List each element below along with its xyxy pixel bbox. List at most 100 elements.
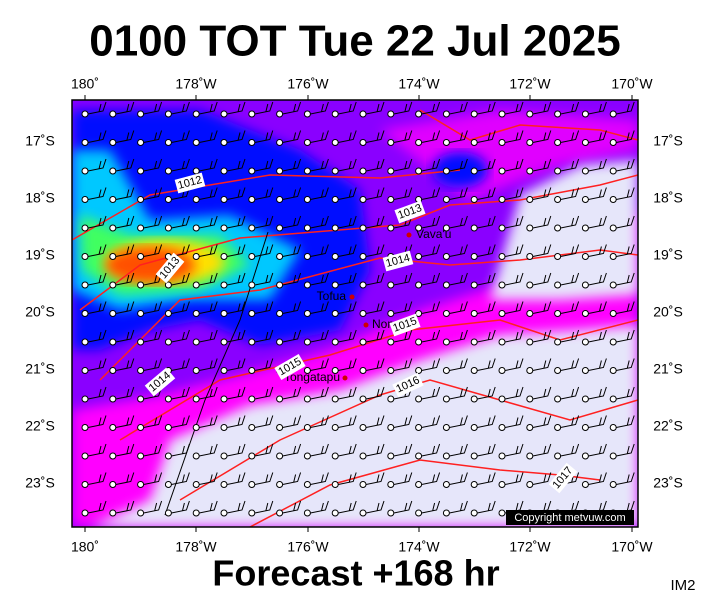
barb bbox=[143, 215, 163, 229]
station bbox=[109, 281, 117, 289]
station bbox=[387, 338, 395, 346]
barb bbox=[449, 187, 468, 200]
station bbox=[276, 481, 284, 488]
barb bbox=[115, 244, 135, 257]
station bbox=[192, 310, 200, 317]
station bbox=[442, 253, 450, 260]
station bbox=[609, 338, 617, 346]
station bbox=[303, 395, 311, 403]
barb bbox=[87, 101, 107, 115]
barb bbox=[449, 443, 468, 457]
lat-label-left: 22˚S bbox=[25, 418, 55, 434]
station bbox=[581, 224, 589, 232]
barb bbox=[365, 301, 385, 314]
station bbox=[248, 338, 256, 346]
station bbox=[192, 481, 200, 488]
barb bbox=[87, 272, 107, 286]
barb bbox=[449, 272, 468, 286]
station bbox=[442, 110, 450, 118]
station bbox=[331, 139, 339, 146]
barb bbox=[171, 101, 190, 115]
station bbox=[442, 338, 450, 346]
station bbox=[220, 310, 228, 317]
barb bbox=[504, 329, 524, 343]
station bbox=[470, 139, 478, 146]
isobar-label-box bbox=[144, 367, 176, 397]
barb bbox=[477, 500, 496, 514]
barb bbox=[421, 386, 441, 400]
isobar-label-box bbox=[394, 200, 426, 224]
station bbox=[81, 253, 89, 260]
barb bbox=[338, 158, 357, 172]
barb bbox=[282, 415, 302, 428]
barb bbox=[532, 301, 552, 314]
lon-label-top: 180˚ bbox=[71, 76, 99, 92]
station bbox=[192, 196, 200, 203]
barb bbox=[199, 187, 218, 200]
barb bbox=[254, 158, 274, 172]
station bbox=[581, 167, 589, 175]
copyright: Copyright metvuw.com bbox=[514, 512, 625, 524]
station bbox=[137, 196, 145, 203]
station bbox=[470, 196, 478, 203]
barb bbox=[254, 215, 274, 229]
station bbox=[81, 224, 89, 232]
station bbox=[387, 509, 395, 517]
station bbox=[276, 338, 284, 346]
isobar-label-box bbox=[548, 462, 578, 494]
barb bbox=[338, 101, 357, 115]
station bbox=[192, 253, 200, 260]
station bbox=[109, 110, 117, 118]
station bbox=[526, 110, 534, 118]
barb bbox=[338, 329, 357, 343]
barb bbox=[504, 358, 524, 371]
barb bbox=[282, 215, 302, 229]
station bbox=[442, 224, 450, 232]
lon-label-top: 176˚W bbox=[287, 76, 329, 92]
station bbox=[609, 110, 617, 118]
station bbox=[470, 481, 478, 488]
station bbox=[276, 310, 284, 317]
barb bbox=[338, 500, 357, 514]
barb bbox=[226, 500, 246, 514]
barb bbox=[226, 244, 246, 257]
map-frame bbox=[71, 99, 639, 528]
station bbox=[331, 281, 339, 289]
barb bbox=[143, 500, 163, 514]
station bbox=[415, 281, 423, 289]
station bbox=[220, 395, 228, 403]
barb bbox=[115, 215, 135, 229]
station bbox=[609, 367, 617, 374]
station bbox=[303, 110, 311, 118]
barb bbox=[310, 386, 329, 400]
station bbox=[81, 338, 89, 346]
barb bbox=[115, 329, 135, 343]
station bbox=[248, 367, 256, 374]
station bbox=[554, 167, 562, 175]
station bbox=[581, 110, 589, 118]
barb bbox=[87, 301, 107, 314]
barb bbox=[254, 386, 274, 400]
barb bbox=[310, 244, 329, 257]
barb bbox=[421, 215, 441, 229]
barb bbox=[310, 358, 329, 371]
station bbox=[220, 139, 228, 146]
station bbox=[81, 424, 89, 431]
station bbox=[81, 110, 89, 118]
barb bbox=[171, 472, 190, 485]
station bbox=[192, 367, 200, 374]
barb bbox=[226, 443, 246, 457]
barb bbox=[143, 187, 163, 200]
station bbox=[220, 281, 228, 289]
station bbox=[109, 395, 117, 403]
barb bbox=[616, 358, 635, 371]
barb bbox=[504, 415, 524, 428]
barb bbox=[449, 500, 468, 514]
station bbox=[248, 224, 256, 232]
station bbox=[359, 481, 367, 488]
barb bbox=[421, 500, 441, 514]
station bbox=[498, 338, 506, 346]
isobar-label: 1012 bbox=[174, 172, 206, 194]
station bbox=[359, 367, 367, 374]
station bbox=[81, 196, 89, 203]
